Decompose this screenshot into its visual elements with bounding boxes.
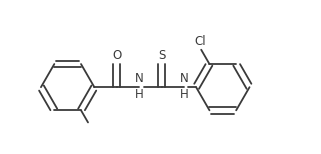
Text: N: N bbox=[135, 72, 144, 85]
Text: N: N bbox=[180, 72, 189, 85]
Text: O: O bbox=[112, 49, 121, 62]
Text: H: H bbox=[180, 88, 189, 101]
Text: H: H bbox=[135, 88, 144, 101]
Text: Cl: Cl bbox=[194, 35, 206, 48]
Text: S: S bbox=[158, 49, 165, 62]
